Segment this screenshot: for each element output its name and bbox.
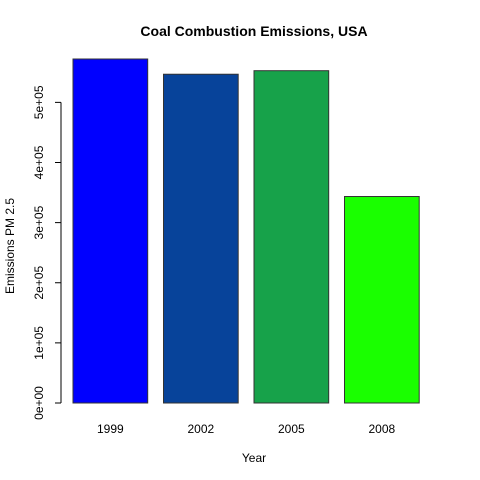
y-tick-label: 3e+05 — [32, 205, 46, 239]
bar-2008 — [344, 196, 420, 404]
y-tick-label: 2e+05 — [32, 266, 46, 300]
bar-2002 — [163, 73, 239, 404]
y-tick-label: 1e+05 — [32, 326, 46, 360]
y-tick-label: 5e+05 — [32, 85, 46, 119]
bar-2005 — [253, 70, 330, 404]
x-tick-labels: 1999 2002 2005 2008 — [97, 422, 396, 436]
y-axis: 0e+00 1e+05 2e+05 3e+05 4e+05 5e+05 — [32, 85, 62, 420]
bar-1999 — [72, 58, 149, 404]
x-axis-label: Year — [242, 451, 266, 465]
x-tick-label-1999: 1999 — [97, 422, 124, 436]
x-tick-label-2002: 2002 — [187, 422, 214, 436]
chart-title: Coal Combustion Emissions, USA — [140, 23, 367, 39]
y-axis-label: Emissions PM 2.5 — [3, 198, 17, 294]
y-tick-label: 0e+00 — [32, 386, 46, 420]
bars-group — [72, 58, 420, 404]
x-tick-label-2008: 2008 — [368, 422, 395, 436]
x-tick-label-2005: 2005 — [278, 422, 305, 436]
y-tick-label: 4e+05 — [32, 145, 46, 179]
